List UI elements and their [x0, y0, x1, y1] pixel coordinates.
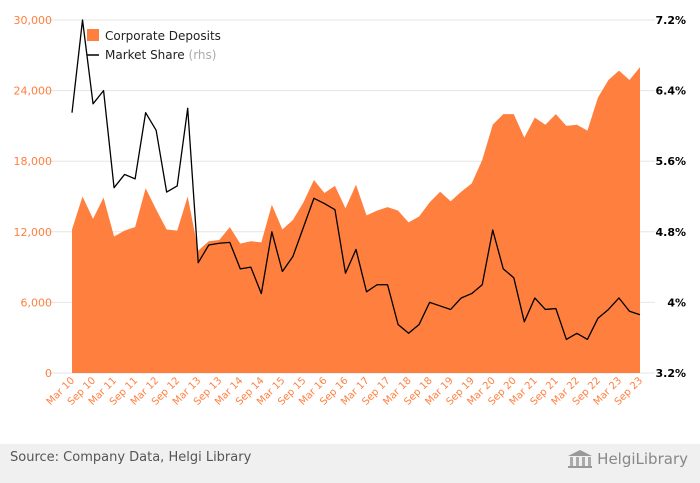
left-tick-label: 6,000 [21, 296, 53, 309]
right-tick-label: 4.8% [655, 226, 686, 239]
source-note: Source: Company Data, Helgi Library [10, 450, 252, 465]
legend-swatch-deposits [87, 29, 99, 41]
legend-rhs-suffix: (rhs) [189, 48, 217, 62]
legend: Corporate Deposits Market Share (rhs) [87, 29, 221, 62]
legend-label-market-share: Market Share (rhs) [105, 48, 216, 62]
legend-label-deposits: Corporate Deposits [105, 29, 221, 43]
deposits-area-layer [72, 67, 640, 373]
right-tick-label: 5.6% [655, 155, 686, 168]
right-tick-label: 4% [667, 296, 686, 309]
left-tick-label: 18,000 [14, 155, 53, 168]
left-tick-label: 0 [45, 367, 52, 380]
logo-text: HelgiLibrary [597, 450, 688, 468]
market-share-line-layer [71, 19, 641, 341]
left-tick-label: 30,000 [14, 14, 53, 27]
library-building-icon [568, 450, 593, 468]
right-tick-label: 7.2% [655, 14, 686, 27]
chart-svg: 0 6,000 12,000 18,000 24,000 30,000 3.2% 4% 4.8… [14, 14, 687, 408]
left-tick-label: 12,000 [14, 226, 53, 239]
deposits-area [72, 67, 640, 373]
right-tick-label: 3.2% [655, 367, 686, 380]
left-axis: 0 6,000 12,000 18,000 24,000 30,000 [14, 14, 53, 380]
right-axis: 3.2% 4% 4.8% 5.6% 6.4% 7.2% [655, 14, 686, 380]
market-share-line [71, 19, 641, 341]
left-tick-label: 24,000 [14, 85, 53, 98]
right-tick-label: 6.4% [655, 85, 686, 98]
helgi-library-logo: HelgiLibrary [567, 449, 688, 469]
